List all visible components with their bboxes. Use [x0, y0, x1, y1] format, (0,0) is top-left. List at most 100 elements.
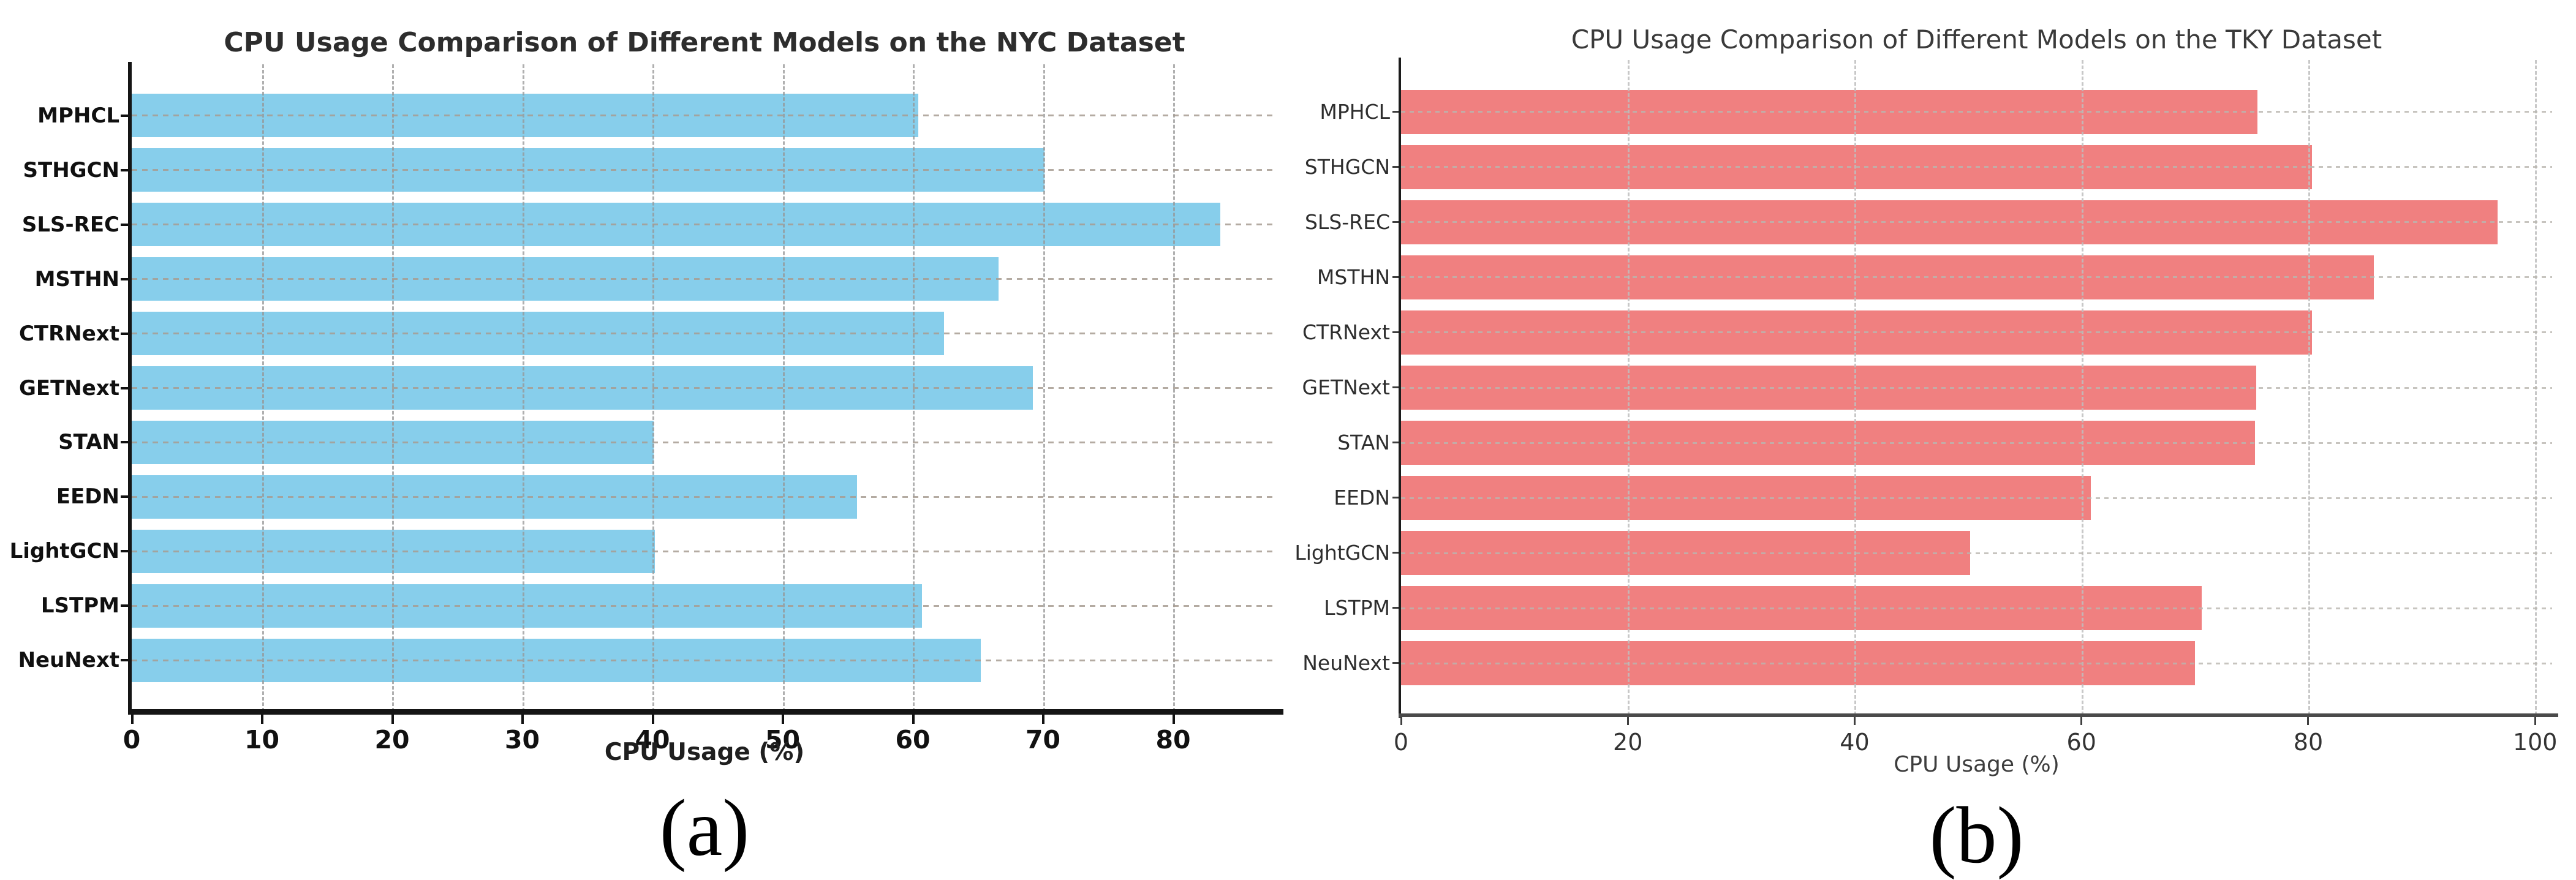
- y-gridline: [132, 550, 1277, 552]
- y-tick-mark: [1392, 442, 1399, 444]
- y-tick-label: MPHCL: [37, 103, 119, 128]
- x-tick-label: 30: [504, 725, 540, 754]
- y-gridline: [132, 659, 1277, 661]
- y-gridline: [1401, 497, 2552, 499]
- panel-nyc-chart: CPU Usage Comparison of Different Models…: [10, 27, 1283, 873]
- y-tick-mark: [1392, 552, 1399, 554]
- x-tick-mark: [1853, 717, 1856, 725]
- y-tick-mark: [121, 659, 128, 662]
- y-tick-label: LightGCN: [9, 539, 119, 564]
- x-tick-mark: [1626, 717, 1629, 725]
- y-tick-label: EEDN: [1334, 486, 1390, 510]
- y-tick-label: STAN: [58, 430, 119, 455]
- chart-title-tky: CPU Usage Comparison of Different Models…: [1571, 24, 2382, 55]
- y-tick-label: GETNext: [1302, 375, 1390, 399]
- chart-title-nyc: CPU Usage Comparison of Different Models…: [224, 27, 1185, 58]
- y-gridline: [1401, 442, 2552, 444]
- y-tick-mark: [121, 277, 128, 280]
- y-gridline: [1401, 111, 2552, 113]
- y-gridline: [1401, 221, 2552, 224]
- y-gridline: [132, 441, 1277, 443]
- xaxis-label-nyc: CPU Usage (%): [604, 739, 805, 766]
- y-gridline: [132, 169, 1277, 171]
- y-tick-mark: [1392, 497, 1399, 499]
- x-tick-mark: [1172, 715, 1175, 724]
- x-tick-mark: [1042, 715, 1044, 724]
- y-gridline: [1401, 607, 2552, 609]
- y-tick-label: MSTHN: [1316, 265, 1390, 289]
- x-tick-mark: [391, 715, 394, 724]
- x-tick-mark: [2534, 717, 2536, 725]
- x-tick-label: 40: [1840, 729, 1870, 756]
- x-axis-spine: [1399, 713, 2558, 717]
- x-tick-label: 60: [2066, 729, 2096, 756]
- y-tick-mark: [121, 550, 128, 553]
- y-tick-mark: [1392, 386, 1399, 388]
- y-tick-mark: [121, 495, 128, 498]
- y-gridline: [132, 278, 1277, 280]
- y-tick-label: SLS-REC: [1304, 209, 1390, 234]
- y-tick-label: CTRNext: [1302, 320, 1390, 344]
- x-tick-label: 80: [2293, 729, 2324, 756]
- subfigure-caption-a: (a): [659, 783, 750, 873]
- x-tick-mark: [521, 715, 524, 724]
- y-tick-mark: [1392, 276, 1399, 278]
- y-axis-spine: [1399, 58, 1401, 718]
- y-tick-mark: [121, 223, 128, 226]
- x-tick-mark: [130, 715, 134, 724]
- y-gridline: [1401, 166, 2552, 168]
- y-tick-label: NeuNext: [1302, 651, 1390, 675]
- x-tick-label: 70: [1025, 725, 1061, 754]
- y-gridline: [1401, 276, 2552, 279]
- plot-area-nyc: 0 10 20 30 40 50 60 70 80 MPHCL STHGCN SLS-REC MSTHN…: [10, 62, 1283, 754]
- x-tick-label: 40: [635, 725, 670, 754]
- x-tick-mark: [1400, 717, 1402, 725]
- y-tick-label: EEDN: [56, 484, 119, 510]
- x-tick-label: 50: [765, 725, 801, 754]
- y-tick-mark: [121, 114, 128, 117]
- y-gridline: [132, 115, 1277, 117]
- x-tick-label: 0: [123, 725, 141, 754]
- x-tick-label: 100: [2512, 729, 2558, 756]
- y-gridline: [132, 604, 1277, 607]
- y-tick-mark: [121, 441, 128, 444]
- y-tick-label: STHGCN: [23, 157, 119, 182]
- y-tick-label: STHGCN: [1304, 154, 1390, 179]
- y-gridline: [1401, 662, 2552, 664]
- xaxis-label-tky: CPU Usage (%): [1894, 752, 2060, 777]
- x-tick-label: 10: [244, 725, 280, 754]
- x-tick-mark: [261, 715, 263, 724]
- x-tick-mark: [2307, 717, 2310, 725]
- y-tick-label: STAN: [1337, 431, 1390, 455]
- y-gridline: [1401, 386, 2552, 389]
- y-tick-label: LSTPM: [40, 593, 119, 619]
- y-tick-label: NeuNext: [18, 648, 119, 673]
- y-tick-label: LightGCN: [1294, 541, 1390, 565]
- x-tick-mark: [912, 715, 915, 724]
- y-gridline: [132, 224, 1277, 226]
- x-tick-label: 60: [895, 725, 931, 754]
- y-gridline: [1401, 552, 2552, 554]
- y-gridline: [132, 495, 1277, 498]
- y-axis-spine: [128, 62, 132, 714]
- y-tick-label: LSTPM: [1324, 596, 1390, 620]
- y-tick-mark: [121, 168, 128, 171]
- y-tick-mark: [121, 332, 128, 335]
- y-tick-label: MSTHN: [34, 266, 119, 291]
- x-tick-mark: [2080, 717, 2083, 725]
- y-tick-label: CTRNext: [18, 321, 119, 346]
- subfigure-caption-b: (b): [1929, 790, 2024, 880]
- x-axis-spine: [128, 709, 1283, 715]
- y-tick-mark: [1392, 331, 1399, 333]
- x-tick-label: 20: [1613, 729, 1643, 756]
- y-tick-mark: [1392, 110, 1399, 113]
- y-gridline: [132, 333, 1277, 335]
- x-tick-label: 20: [374, 725, 410, 754]
- x-tick-mark: [651, 715, 654, 724]
- y-tick-label: MPHCL: [1320, 99, 1390, 124]
- y-tick-label: SLS-REC: [21, 212, 119, 237]
- x-tick-label: 0: [1393, 729, 1409, 756]
- y-tick-label: GETNext: [18, 375, 119, 401]
- y-tick-mark: [1392, 607, 1399, 609]
